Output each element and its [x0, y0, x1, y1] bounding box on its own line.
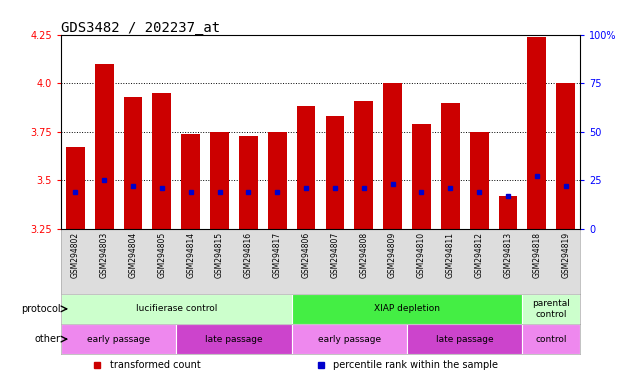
Bar [95, 64, 113, 229]
Text: GSM294814: GSM294814 [186, 232, 196, 278]
Text: protocol: protocol [21, 304, 61, 314]
Text: GDS3482 / 202237_at: GDS3482 / 202237_at [61, 21, 220, 35]
Bar [412, 124, 431, 229]
Text: GSM294808: GSM294808 [359, 232, 369, 278]
Text: GSM294803: GSM294803 [99, 232, 109, 278]
Text: GSM294817: GSM294817 [272, 232, 282, 278]
Text: XIAP depletion: XIAP depletion [374, 305, 440, 313]
Text: GSM294805: GSM294805 [157, 232, 167, 278]
Bar [239, 136, 258, 229]
Bar [556, 83, 575, 229]
Bar [441, 103, 460, 229]
Bar [326, 116, 344, 229]
Bar [297, 106, 315, 229]
Bar [499, 196, 517, 229]
Text: GSM294806: GSM294806 [301, 232, 311, 278]
Bar [528, 36, 546, 229]
Text: lucifierase control: lucifierase control [136, 305, 217, 313]
Text: GSM294819: GSM294819 [561, 232, 570, 278]
Bar [210, 132, 229, 229]
Text: GSM294807: GSM294807 [330, 232, 340, 278]
Text: other: other [35, 334, 61, 344]
Bar [66, 147, 85, 229]
Text: GSM294811: GSM294811 [445, 232, 455, 278]
Bar [354, 101, 373, 229]
Bar [176, 324, 292, 354]
Bar [383, 83, 402, 229]
Bar [61, 324, 176, 354]
Text: early passage: early passage [87, 334, 150, 344]
Text: GSM294802: GSM294802 [71, 232, 80, 278]
Bar [124, 97, 142, 229]
Bar [181, 134, 200, 229]
Bar [292, 294, 522, 324]
Text: parental
control: parental control [532, 299, 570, 319]
Text: transformed count: transformed count [110, 359, 201, 370]
Bar [292, 324, 407, 354]
Text: GSM294804: GSM294804 [128, 232, 138, 278]
Bar [470, 132, 488, 229]
Bar [407, 324, 522, 354]
Text: GSM294813: GSM294813 [503, 232, 513, 278]
Text: GSM294818: GSM294818 [532, 232, 542, 278]
Bar [522, 324, 580, 354]
Bar [522, 294, 580, 324]
Text: control: control [535, 334, 567, 344]
Bar [153, 93, 171, 229]
Bar [61, 294, 292, 324]
Text: GSM294816: GSM294816 [244, 232, 253, 278]
Bar [268, 132, 287, 229]
Text: percentile rank within the sample: percentile rank within the sample [333, 359, 499, 370]
Text: GSM294815: GSM294815 [215, 232, 224, 278]
Text: early passage: early passage [318, 334, 381, 344]
Text: GSM294810: GSM294810 [417, 232, 426, 278]
Text: late passage: late passage [205, 334, 263, 344]
Text: GSM294812: GSM294812 [474, 232, 484, 278]
Text: late passage: late passage [436, 334, 494, 344]
Text: GSM294809: GSM294809 [388, 232, 397, 278]
